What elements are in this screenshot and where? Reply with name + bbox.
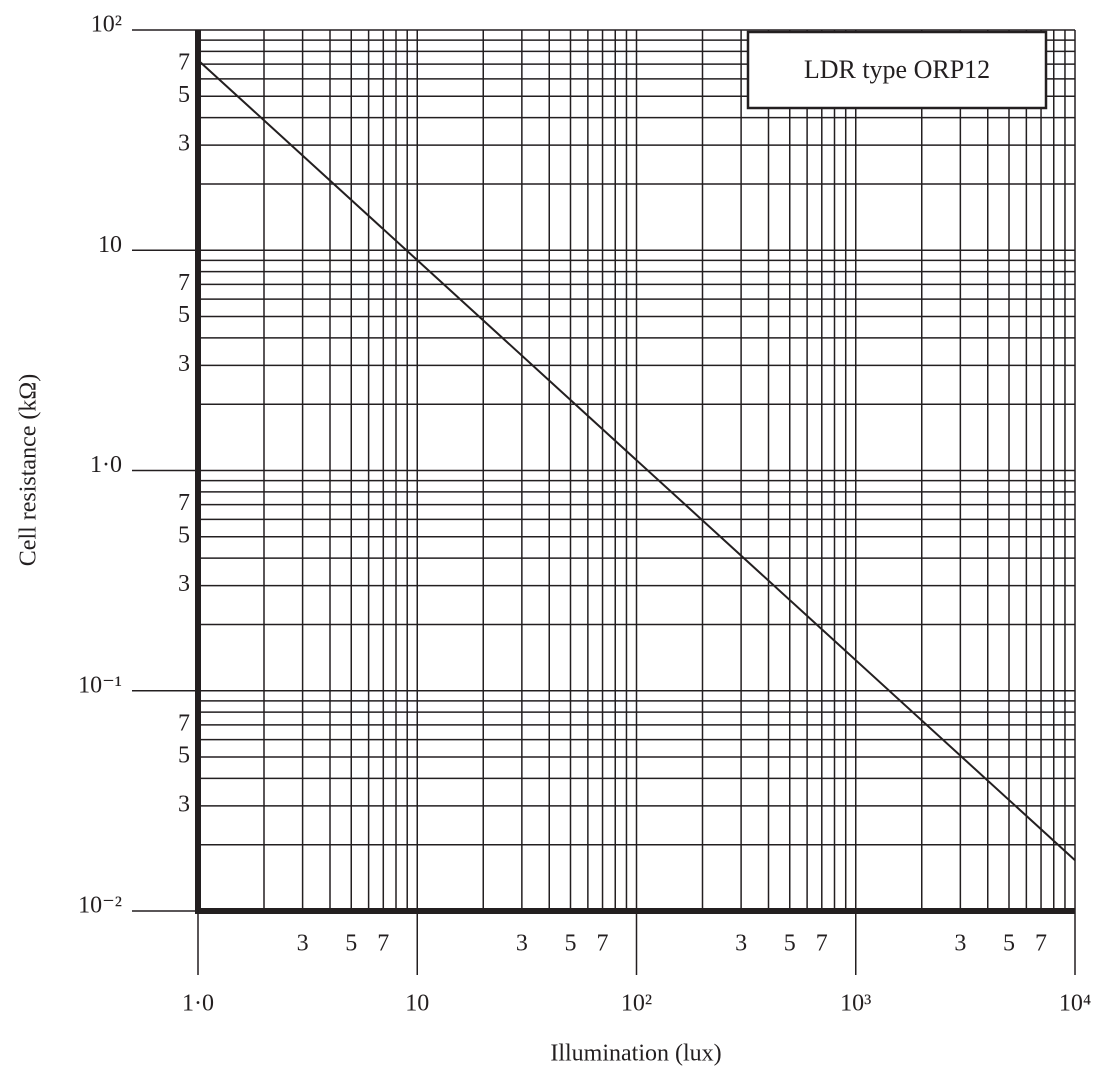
y-tick-label: 3 — [178, 571, 190, 597]
y-tick-label: 7 — [178, 490, 190, 516]
x-tick-label: 7 — [1035, 931, 1047, 957]
x-tick-label: 7 — [597, 931, 609, 957]
x-axis-title: Illumination (lux) — [550, 1041, 721, 1067]
annotation: LDR type ORP12 — [804, 55, 990, 84]
x-tick-label: 5 — [564, 931, 576, 957]
y-tick-label: 10⁻² — [78, 893, 122, 919]
x-tick-label: 10³ — [840, 991, 871, 1017]
x-tick-label: 10² — [621, 991, 652, 1017]
x-tick-label: 5 — [345, 931, 357, 957]
y-tick-label: 10 — [98, 232, 122, 258]
data-line — [197, 59, 1076, 861]
y-tick-label: 7 — [178, 270, 190, 296]
y-tick-label: 7 — [178, 50, 190, 76]
x-tick-label: 7 — [816, 931, 828, 957]
x-tick-label: 3 — [297, 931, 309, 957]
y-tick-label: 10⁻¹ — [78, 672, 122, 698]
x-tick-label: 3 — [735, 931, 747, 957]
y-tick-label: 5 — [178, 302, 190, 328]
y-tick-label: 5 — [178, 522, 190, 548]
y-tick-label: 5 — [178, 82, 190, 108]
x-tick-label: 5 — [1003, 931, 1015, 957]
x-tick-label: 10⁴ — [1059, 991, 1091, 1017]
y-tick-label: 7 — [178, 710, 190, 736]
y-tick-label: 3 — [178, 351, 190, 377]
y-tick-label: 3 — [178, 131, 190, 157]
x-tick-label: 10 — [405, 991, 429, 1017]
annotation-box — [746, 30, 1048, 110]
x-tick-label: 3 — [516, 931, 528, 957]
y-axis-title: Cell resistance (kΩ) — [16, 374, 42, 566]
x-tick-label: 5 — [784, 931, 796, 957]
y-tick-label: 3 — [178, 791, 190, 817]
y-tick-label: 1·0 — [90, 452, 122, 478]
y-tick-label: 5 — [178, 743, 190, 769]
x-tick-label: 1·0 — [182, 991, 214, 1017]
y-tick-label: 10² — [91, 12, 122, 38]
x-tick-label: 7 — [377, 931, 389, 957]
x-tick-label: 3 — [954, 931, 966, 957]
